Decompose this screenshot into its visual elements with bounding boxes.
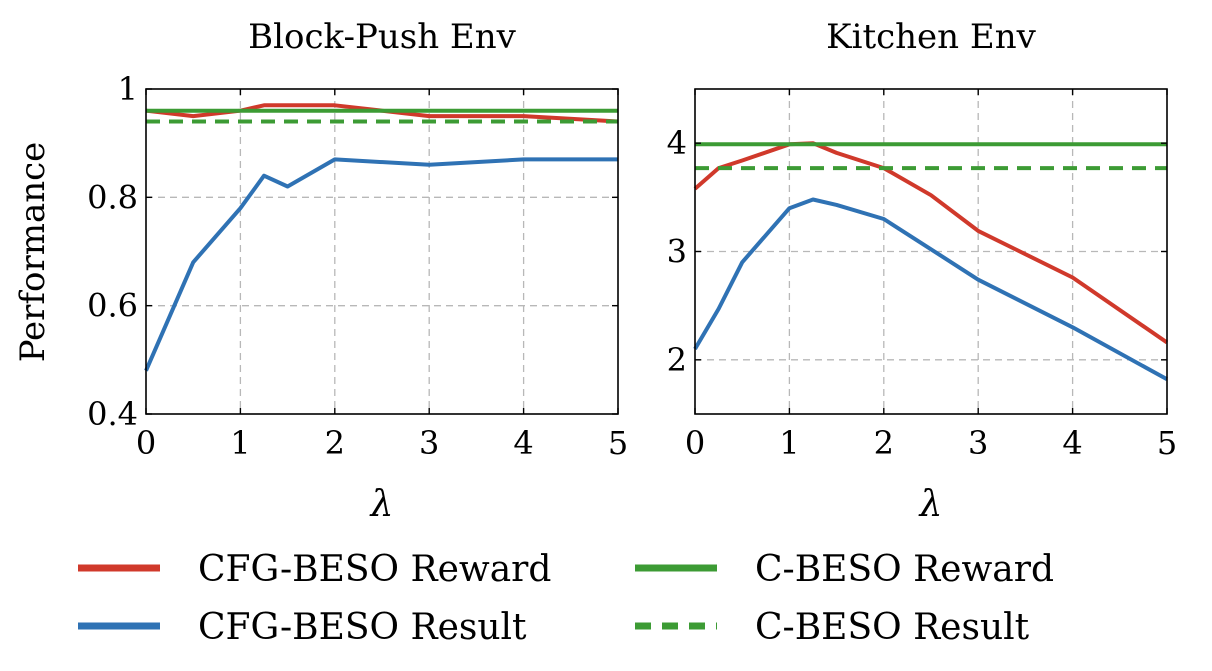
block-push-y-tick-label: 0.6: [87, 287, 138, 325]
legend-label-cfg-beso-reward: CFG-BESO Reward: [198, 549, 551, 590]
block-push-title: Block-Push Env: [248, 17, 517, 57]
kitchen-y-tick-label: 3: [667, 233, 687, 271]
block-push-x-tick-label: 5: [608, 424, 628, 462]
block-push-x-tick-label: 1: [230, 424, 250, 462]
kitchen-series-cfg-beso-reward: [693, 141, 1169, 345]
legend-label-c-beso-reward: C-BESO Reward: [755, 549, 1054, 590]
kitchen-x-axis-label: λ: [918, 484, 943, 525]
block-push-series-cfg-beso-reward: [145, 103, 619, 124]
block-push-x-tick-label: 4: [513, 424, 533, 462]
kitchen-x-tick-label: 4: [1062, 424, 1082, 462]
block-push-x-axis-label: λ: [369, 484, 394, 525]
y-axis-label: Performance: [13, 142, 53, 363]
kitchen-title: Kitchen Env: [826, 17, 1036, 57]
kitchen-x-tick-label: 3: [968, 424, 988, 462]
kitchen-series-cfg-beso-result: [693, 197, 1168, 382]
kitchen-y-tick-label: 4: [667, 124, 687, 162]
block-push-x-tick-label: 3: [419, 424, 439, 462]
legend-label-c-beso-result: C-BESO Result: [755, 607, 1030, 648]
kitchen-x-tick-label: 0: [685, 424, 705, 462]
block-push-y-tick-label: 1: [118, 70, 138, 108]
legend: CFG-BESO Reward C-BESO Reward CFG-BESO Res…: [78, 549, 1054, 648]
kitchen-x-tick-label: 5: [1157, 424, 1177, 462]
block-push-y-tick-label: 0.4: [87, 395, 138, 433]
block-push-panel: Block-Push Env Performance λ 0 1 2 3 4 5 0.4 0.…: [13, 17, 628, 525]
block-push-x-tick-label: 0: [136, 424, 156, 462]
kitchen-x-tick-label: 2: [874, 424, 894, 462]
kitchen-y-tick-label: 2: [667, 341, 687, 379]
kitchen-x-tick-label: 1: [779, 424, 799, 462]
kitchen-panel: Kitchen Env λ 0 1 2 3 4 5 2 3 4: [667, 17, 1178, 525]
block-push-plot-frame: [145, 88, 619, 415]
block-push-series-cfg-beso-result: [144, 157, 618, 372]
block-push-x-tick-label: 2: [325, 424, 345, 462]
block-push-y-tick-label: 0.8: [87, 178, 138, 216]
legend-label-cfg-beso-result: CFG-BESO Result: [198, 607, 527, 648]
